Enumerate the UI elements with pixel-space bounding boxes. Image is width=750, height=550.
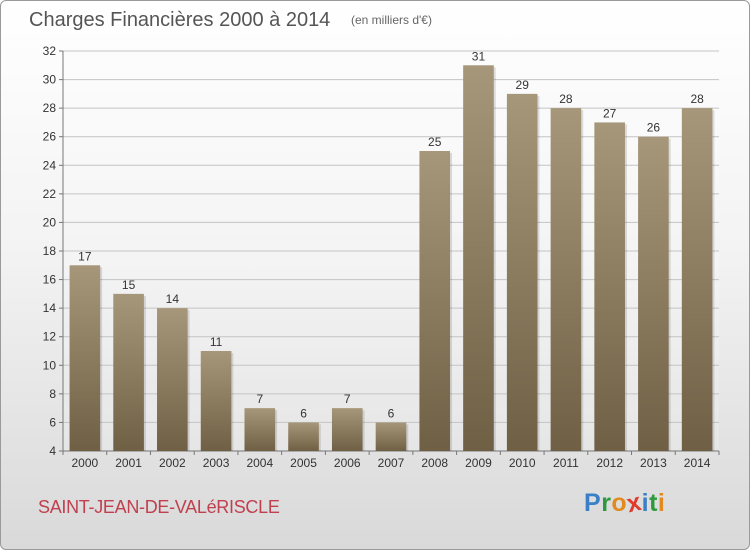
logo-letter: t: [649, 489, 658, 517]
y-tick-label: 12: [43, 330, 57, 344]
bar-value-label: 7: [256, 392, 263, 406]
y-tick-label: 10: [43, 358, 57, 372]
x-tick-label: 2010: [509, 456, 536, 470]
bar: [550, 108, 582, 452]
bar: [157, 308, 188, 451]
logo-letter: i: [641, 489, 650, 517]
y-tick-label: 30: [43, 73, 57, 87]
bar: [638, 136, 669, 451]
bar-value-label: 29: [516, 78, 530, 92]
proxiti-logo[interactable]: Proxiti: [584, 488, 666, 518]
bar-value-label: 31: [472, 49, 486, 63]
bar-value-label: 6: [388, 406, 395, 420]
y-tick-label: 8: [49, 387, 56, 401]
bar: [594, 122, 625, 451]
x-tick-label: 2011: [553, 456, 579, 470]
x-tick-label: 2003: [203, 456, 230, 470]
bar-value-label: 6: [300, 406, 307, 420]
bar: [244, 408, 276, 451]
y-tick-label: 16: [43, 273, 57, 287]
x-tick-label: 2000: [72, 456, 99, 470]
chart-title: Charges Financières 2000 à 2014: [29, 9, 331, 31]
x-tick-label: 2002: [159, 456, 186, 470]
bar-value-label: 7: [344, 392, 351, 406]
y-tick-label: 6: [49, 415, 56, 429]
y-tick-label: 18: [43, 244, 57, 258]
bar-value-label: 28: [690, 92, 704, 106]
bar: [419, 151, 451, 451]
logo-letter: i: [657, 489, 666, 517]
logo-letter: r: [601, 489, 612, 517]
y-tick-label: 22: [43, 187, 57, 201]
x-tick-label: 2008: [421, 456, 448, 470]
x-tick-label: 2006: [334, 456, 361, 470]
bar: [69, 265, 101, 451]
bar-value-label: 27: [603, 106, 617, 120]
bar: [375, 422, 407, 451]
y-tick-label: 24: [43, 158, 57, 172]
x-tick-label: 2014: [684, 456, 711, 470]
y-tick-label: 26: [43, 130, 57, 144]
x-tick-label: 2013: [640, 456, 667, 470]
bar: [200, 351, 232, 451]
y-tick-label: 32: [43, 44, 57, 58]
bar: [681, 108, 713, 452]
bar-value-label: 17: [78, 249, 92, 263]
bar: [331, 408, 363, 451]
bar-value-label: 14: [166, 292, 180, 306]
x-tick-label: 2005: [290, 456, 317, 470]
bar-value-label: 11: [210, 335, 223, 349]
bar-value-label: 15: [122, 278, 136, 292]
y-tick-label: 14: [43, 301, 57, 315]
x-tick-label: 2012: [596, 456, 623, 470]
x-tick-label: 2001: [115, 456, 142, 470]
y-tick-label: 4: [49, 444, 56, 458]
x-tick-label: 2009: [465, 456, 492, 470]
x-tick-label: 2004: [246, 456, 273, 470]
y-tick-label: 20: [43, 215, 57, 229]
logo-letter: o: [611, 489, 628, 517]
y-tick-label: 28: [43, 101, 57, 115]
bar: [506, 93, 538, 451]
logo-letter: P: [584, 489, 602, 517]
bar: [288, 422, 319, 451]
bar-value-label: 26: [647, 121, 661, 135]
bar-value-label: 28: [559, 92, 573, 106]
town-name: SAINT-JEAN-DE-VALéRISCLE: [38, 497, 280, 517]
bar: [113, 293, 144, 451]
x-tick-label: 2007: [378, 456, 405, 470]
bar-value-label: 25: [428, 135, 442, 149]
bar: [463, 65, 494, 452]
chart-subtitle: (en milliers d'€): [351, 13, 432, 27]
